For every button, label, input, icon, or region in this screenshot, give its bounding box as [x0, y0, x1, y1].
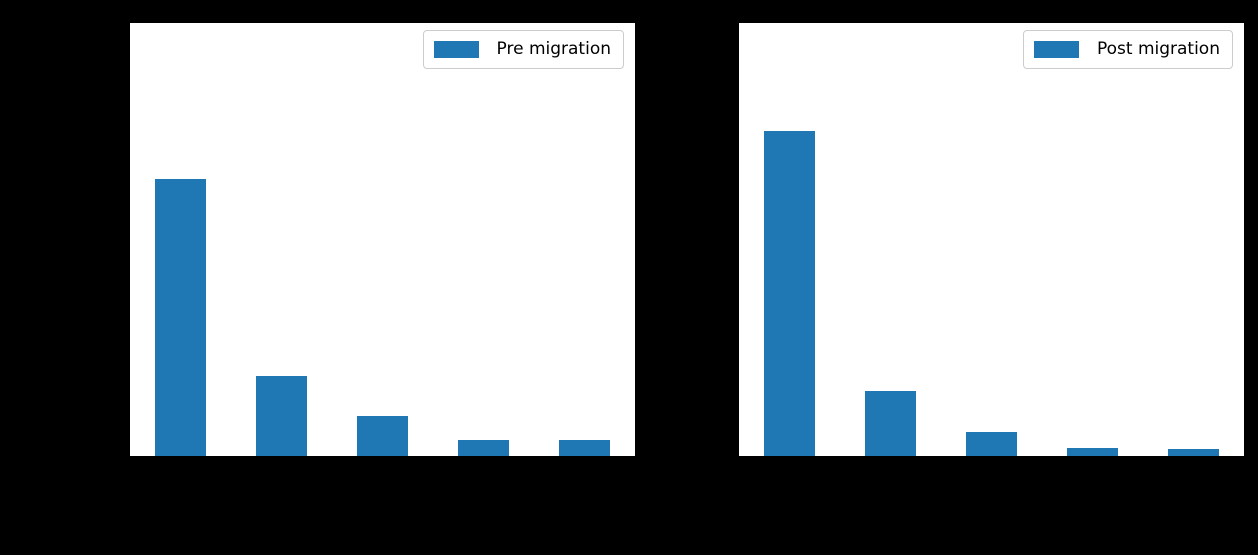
bar: [865, 391, 916, 456]
bar: [1168, 449, 1219, 456]
bar: [1067, 448, 1118, 456]
pre-migration-legend: Pre migration: [422, 30, 624, 69]
bar: [357, 416, 408, 456]
legend-label: Pre migration: [496, 39, 611, 59]
post-migration-chart: Post migration: [739, 23, 1244, 456]
legend-label: Post migration: [1096, 39, 1220, 59]
bar: [458, 440, 509, 456]
bar: [764, 131, 815, 456]
post-migration-legend: Post migration: [1022, 30, 1233, 69]
bar: [256, 376, 307, 456]
pre-migration-chart: Pre migration: [130, 23, 635, 456]
legend-color-swatch: [433, 41, 479, 58]
bar: [155, 179, 206, 456]
pre-migration-bars: [130, 23, 635, 456]
bar: [966, 432, 1017, 456]
legend-color-swatch: [1033, 41, 1079, 58]
bar: [559, 440, 610, 456]
post-migration-bars: [739, 23, 1244, 456]
